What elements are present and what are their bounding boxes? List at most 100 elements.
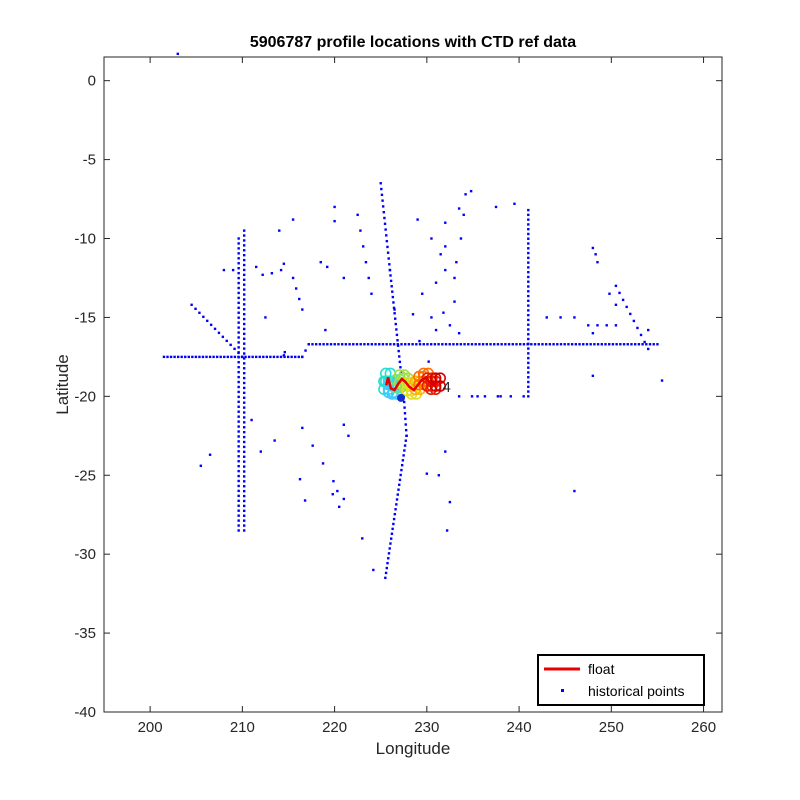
historical-point (374, 343, 377, 346)
historical-point (513, 202, 516, 205)
chart-marks: 4 (162, 52, 664, 580)
historical-point (430, 316, 433, 319)
historical-point (359, 343, 362, 346)
y-tick-label: -5 (83, 152, 96, 169)
historical-point (372, 568, 375, 572)
historical-point (250, 418, 253, 422)
float-track-line (385, 375, 439, 392)
historical-point (237, 445, 240, 448)
x-tick-label: 210 (230, 719, 255, 736)
historical-point (388, 268, 392, 272)
historical-point (444, 450, 447, 453)
historical-point (370, 343, 374, 346)
historical-point (237, 281, 240, 285)
historical-point (243, 288, 246, 291)
historical-point (481, 343, 485, 346)
historical-point (237, 469, 240, 473)
historical-point (504, 343, 507, 346)
historical-point (527, 218, 530, 221)
historical-point (527, 328, 530, 331)
float-profile-marker (434, 380, 447, 392)
historical-point (243, 480, 246, 483)
historical-point (301, 308, 304, 311)
historical-point (237, 405, 240, 408)
historical-point (496, 395, 500, 398)
historical-point (393, 317, 397, 320)
historical-point (169, 355, 173, 359)
historical-point (591, 374, 595, 378)
historical-point (400, 468, 403, 472)
historical-point (379, 182, 382, 185)
historical-point (652, 343, 655, 346)
historical-point (237, 440, 240, 443)
historical-point (392, 522, 395, 526)
historical-point (527, 256, 530, 260)
historical-point (237, 410, 240, 413)
historical-point (180, 355, 183, 359)
historical-point (527, 323, 530, 326)
historical-point (243, 435, 246, 439)
historical-point (243, 470, 246, 473)
historical-point (342, 497, 346, 501)
historical-point (304, 349, 307, 352)
historical-point (364, 260, 368, 264)
historical-point (439, 253, 442, 256)
historical-point (237, 321, 240, 324)
historical-point (370, 292, 373, 295)
historical-point (237, 247, 240, 250)
historical-point (398, 360, 402, 364)
historical-point (445, 529, 449, 532)
historical-point (194, 307, 197, 311)
historical-point (457, 207, 461, 210)
historical-point (573, 316, 576, 319)
historical-point (243, 342, 246, 345)
historical-point (243, 249, 246, 252)
historical-point (387, 257, 390, 260)
y-tick-label: -10 (74, 231, 96, 248)
historical-point (541, 343, 544, 346)
historical-point (265, 355, 269, 359)
float-profile-marker (429, 380, 442, 392)
historical-point (237, 331, 240, 334)
historical-point (573, 489, 576, 493)
historical-point (527, 251, 530, 255)
historical-point (404, 417, 407, 421)
historical-point (386, 561, 389, 565)
historical-point (422, 343, 425, 346)
historical-point (291, 276, 295, 280)
historical-point (392, 343, 396, 346)
historical-point (398, 355, 401, 358)
historical-point (283, 350, 286, 354)
historical-point (222, 268, 226, 272)
historical-point (243, 273, 246, 277)
historical-point (230, 355, 233, 359)
historical-point (459, 237, 463, 240)
historical-point (361, 537, 364, 540)
historical-point (639, 333, 643, 337)
historical-point (191, 355, 194, 359)
historical-point (625, 305, 628, 309)
historical-point (243, 347, 246, 350)
y-tick-label: -15 (74, 309, 96, 326)
historical-point (237, 346, 240, 349)
historical-point (611, 343, 615, 346)
historical-point (237, 356, 240, 359)
historical-point (411, 313, 415, 316)
historical-point (469, 189, 473, 193)
historical-point (399, 366, 402, 369)
historical-point (307, 343, 310, 346)
historical-point (402, 400, 406, 404)
historical-point (286, 355, 290, 359)
historical-point (537, 343, 540, 346)
historical-point (527, 313, 530, 317)
float-profile-marker (397, 393, 406, 402)
historical-point (621, 298, 625, 302)
historical-point (391, 290, 394, 293)
historical-point (243, 244, 246, 247)
x-tick-label: 250 (599, 719, 624, 736)
historical-point (515, 343, 518, 346)
historical-point (527, 347, 530, 350)
historical-point (237, 370, 240, 374)
historical-point (614, 303, 618, 306)
x-tick-label: 240 (507, 719, 532, 736)
